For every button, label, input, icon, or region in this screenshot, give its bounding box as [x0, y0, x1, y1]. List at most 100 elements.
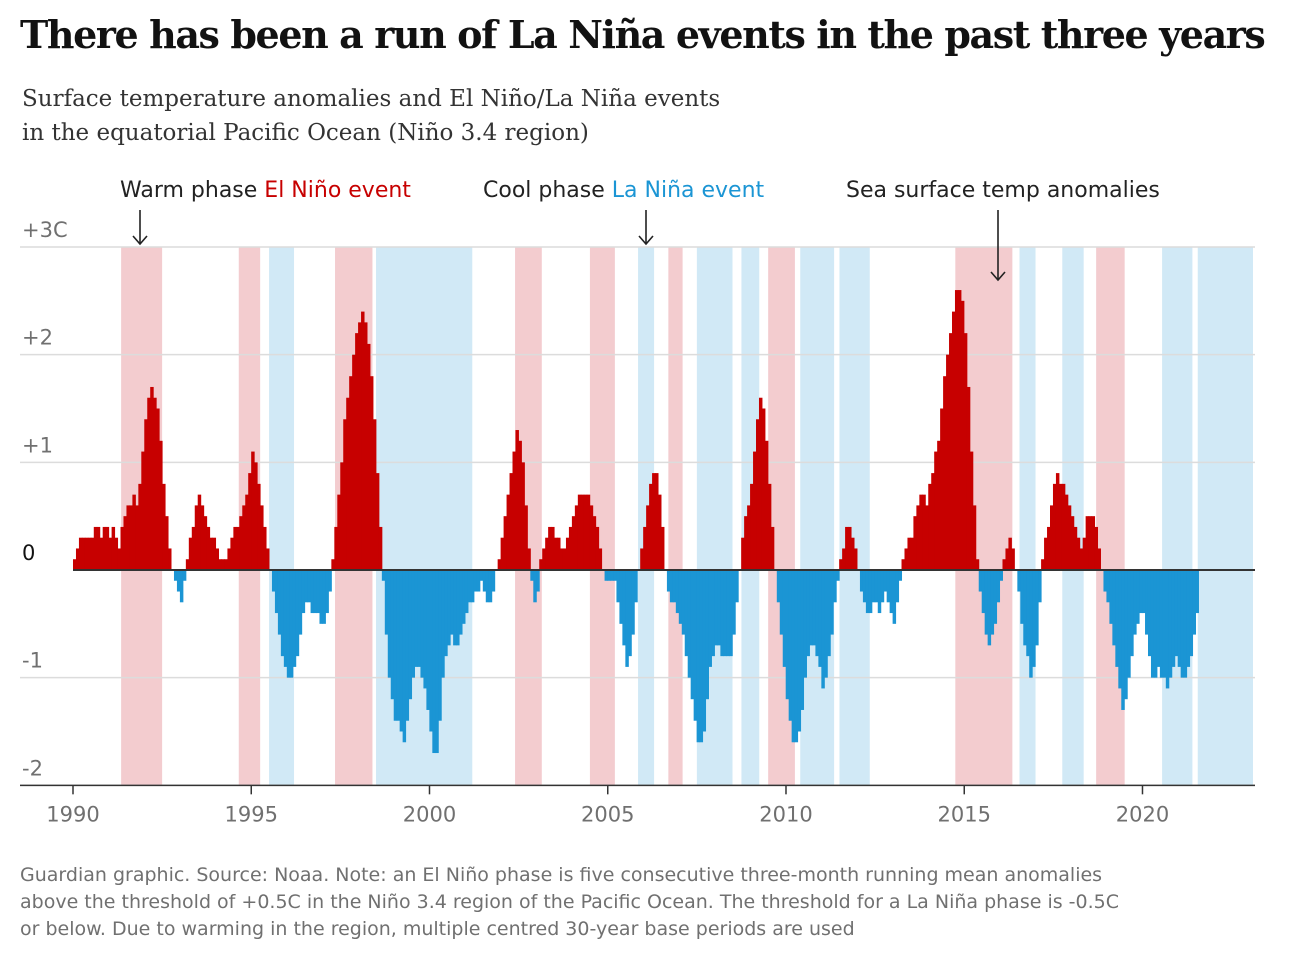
anomaly-bar	[524, 505, 528, 570]
anomaly-bar	[907, 537, 911, 570]
anomaly-bar	[922, 494, 926, 570]
anomaly-bar	[928, 483, 932, 570]
anomaly-bar	[334, 526, 338, 570]
anomaly-bar	[595, 526, 600, 570]
anomaly-bar	[1011, 548, 1015, 570]
anomaly-bar	[1032, 570, 1036, 667]
anomaly-bar	[447, 570, 451, 646]
anomaly-bar	[473, 570, 478, 592]
anomaly-bar	[883, 570, 888, 592]
anomaly-bar	[221, 559, 225, 570]
anomaly-bar	[126, 505, 130, 570]
anomaly-bar	[681, 570, 686, 635]
anomaly-bar	[438, 570, 442, 721]
anomaly-bar	[390, 570, 395, 700]
anomaly-bar	[286, 570, 291, 678]
anomaly-bar	[165, 516, 169, 570]
anomaly-bar	[545, 537, 549, 570]
anomaly-bar	[512, 451, 516, 570]
anomaly-bar	[476, 570, 481, 592]
anomaly-bar	[560, 548, 564, 570]
anomaly-bar	[1121, 570, 1125, 710]
anomaly-bar	[776, 570, 781, 603]
anomaly-bar	[328, 570, 332, 592]
anomaly-bar	[1088, 516, 1093, 570]
anomaly-bar	[340, 462, 344, 570]
anomaly-bar	[450, 570, 454, 635]
annotation-warm-phase: Warm phase El Niño event	[120, 178, 411, 203]
anomaly-bar	[271, 570, 276, 592]
anomaly-bar	[521, 462, 525, 570]
anomaly-bar	[589, 505, 594, 570]
anomaly-bar	[987, 570, 992, 646]
anomaly-bar	[690, 570, 695, 700]
anomaly-bar	[916, 505, 920, 570]
anomaly-bar	[761, 408, 766, 570]
anomaly-bar	[361, 311, 365, 570]
anomaly-bar	[1159, 570, 1164, 678]
anomaly-bar	[1183, 570, 1188, 678]
anomaly-bar	[741, 537, 745, 570]
anomaly-bar	[372, 419, 377, 570]
anomaly-bar	[387, 570, 392, 678]
x-tick-label-3: 2005	[581, 802, 634, 826]
event-bands	[121, 247, 1253, 786]
anomaly-bar	[753, 451, 757, 570]
anomaly-bar	[1061, 483, 1066, 570]
anomaly-bar	[892, 570, 897, 624]
x-tick-label-2: 2000	[403, 802, 456, 826]
anomaly-bar	[788, 570, 793, 721]
anomaly-bar	[313, 570, 318, 614]
chart-title: There has been a run of La Niña events i…	[20, 12, 1266, 57]
anomaly-bar	[506, 494, 511, 570]
anomaly-bar	[194, 505, 199, 570]
anomaly-bar	[934, 451, 938, 570]
anomaly-bar	[399, 570, 404, 732]
anomaly-bar	[833, 570, 837, 603]
anomaly-bar	[200, 505, 205, 570]
anomaly-bar	[758, 397, 763, 570]
anomaly-bar	[557, 537, 561, 570]
anomaly-bar	[1168, 570, 1173, 678]
anomaly-bar	[1162, 570, 1167, 678]
anomaly-bar	[1029, 570, 1033, 678]
anomaly-bar	[203, 516, 208, 570]
anomaly-bar	[426, 570, 430, 710]
annotations: Warm phase El Niño event Cool phase La N…	[120, 178, 1160, 282]
anomaly-bar	[1109, 570, 1113, 624]
anomaly-bar	[877, 570, 882, 614]
anomaly-bar	[963, 333, 968, 570]
anomaly-bar	[824, 570, 828, 678]
anomaly-bar	[120, 526, 124, 570]
anomaly-bar	[1094, 526, 1099, 570]
anomaly-bar	[179, 570, 184, 603]
anomaly-bar	[132, 494, 136, 570]
anomaly-bar	[518, 440, 522, 570]
anomaly-bar	[1192, 570, 1197, 635]
y-tick-label-2: +1	[22, 433, 53, 457]
anomaly-bar	[117, 548, 122, 570]
y-tick-label-4: -1	[22, 649, 43, 673]
anomaly-bar	[491, 570, 496, 592]
anomaly-bar	[1044, 537, 1048, 570]
anomaly-bar	[337, 494, 341, 570]
anomaly-bar	[848, 526, 852, 570]
anomaly-bar	[925, 505, 929, 570]
anomaly-bar	[562, 548, 567, 570]
anomaly-bar	[358, 322, 362, 570]
anomaly-bar	[378, 526, 383, 570]
anomaly-bar	[150, 386, 154, 570]
annotation-sst: Sea surface temp anomalies	[846, 178, 1160, 203]
anomaly-bar	[325, 570, 329, 614]
anomaly-bar	[548, 526, 552, 570]
anomaly-bar	[655, 473, 659, 570]
anomaly-bar	[940, 408, 944, 570]
footnote-line-3: or below. Due to warming in the region, …	[20, 918, 855, 940]
anomaly-bar	[583, 494, 588, 570]
anomaly-bar	[248, 473, 252, 570]
anomaly-bar	[943, 376, 947, 570]
anomaly-bar	[1153, 570, 1158, 678]
anomaly-bar	[1008, 537, 1012, 570]
anomaly-bar	[972, 505, 977, 570]
